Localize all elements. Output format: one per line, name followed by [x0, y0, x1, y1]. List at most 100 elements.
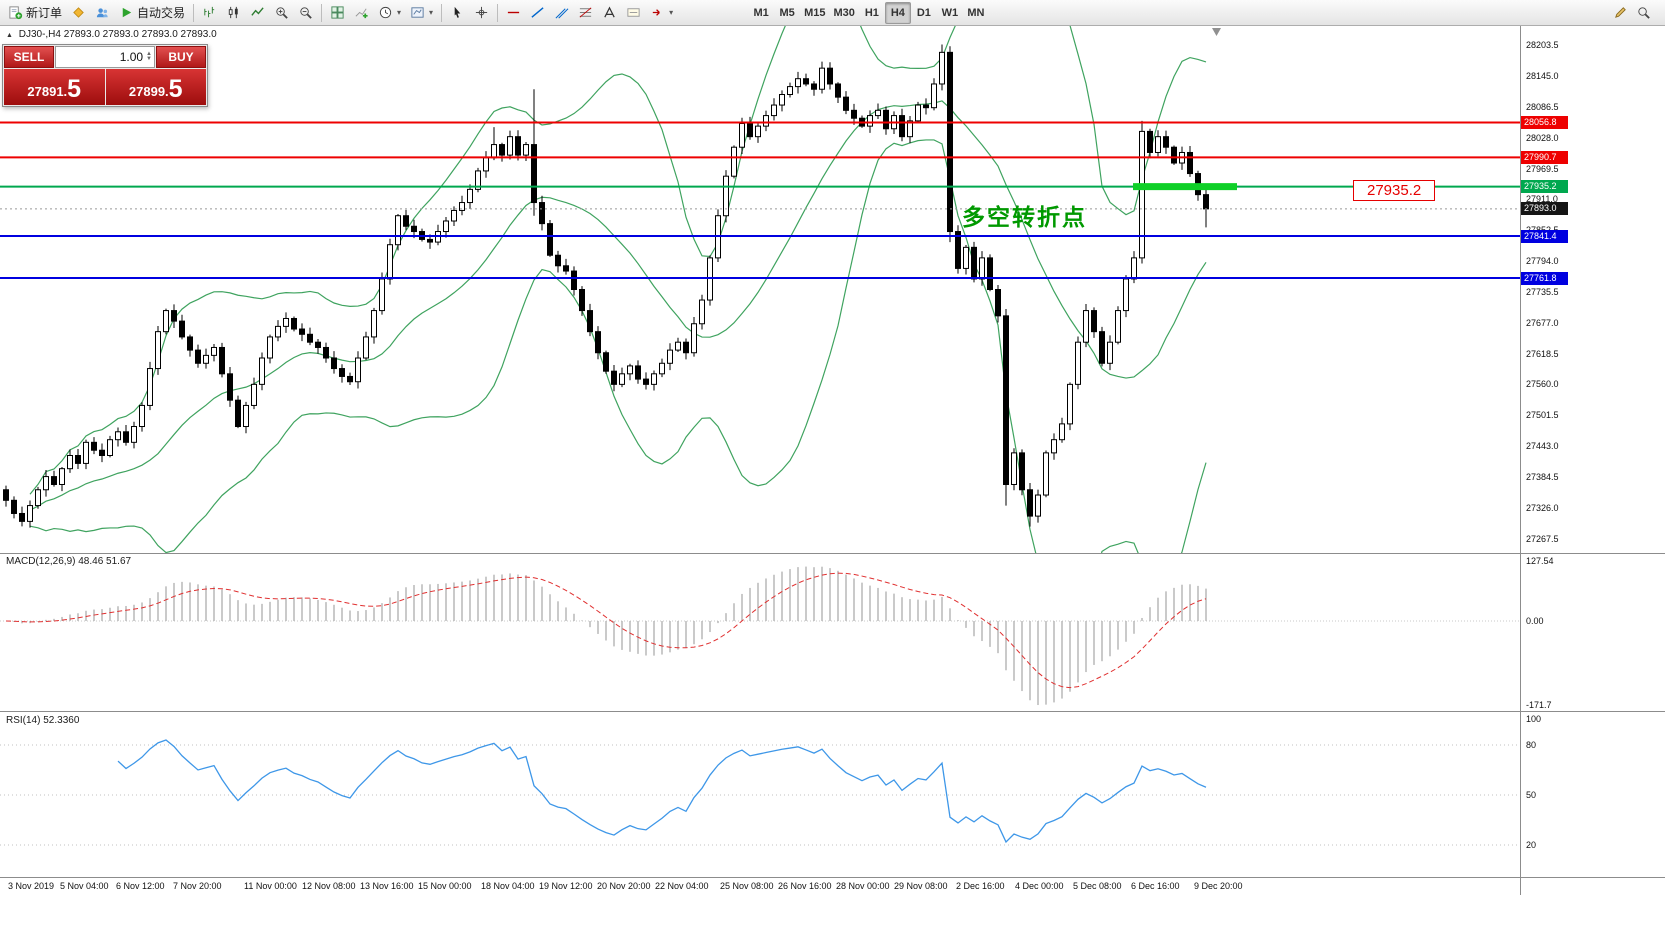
new-order-icon — [9, 6, 23, 20]
clock-icon — [379, 6, 392, 19]
symbol-info: ▲ DJ30-,H4 27893.0 27893.0 27893.0 27893… — [6, 29, 217, 40]
chart-text-annotation[interactable]: 多空转折点 — [962, 204, 1087, 230]
chevron-down-icon: ▾ — [429, 8, 434, 17]
bollinger-band-line[interactable] — [29, 139, 1207, 612]
fibonacci-tool-button[interactable] — [574, 2, 597, 24]
market-icon — [73, 7, 84, 18]
horizontal-line-tool-button[interactable] — [502, 2, 525, 24]
price-axis[interactable] — [1520, 26, 1665, 895]
sell-price-main: 27891. — [27, 84, 68, 99]
tile-windows-icon — [331, 6, 344, 19]
channel-tool-button[interactable] — [550, 2, 573, 24]
sell-button[interactable]: SELL — [4, 46, 54, 68]
template-icon — [411, 7, 424, 18]
thick-trendline-segment[interactable] — [1133, 183, 1237, 191]
toolbar-right-icons — [1609, 2, 1655, 24]
candlestick-chart-button[interactable] — [222, 2, 245, 24]
crosshair-icon — [475, 6, 488, 19]
toolbar-separator — [441, 3, 443, 22]
trendline-icon — [531, 7, 544, 18]
search-icon — [1638, 7, 1650, 19]
zoom-in-icon — [276, 7, 288, 19]
timeframe-m5[interactable]: M5 — [779, 6, 795, 19]
tile-windows-button[interactable] — [326, 2, 349, 24]
buy-price[interactable]: 27899. 5 — [105, 69, 206, 105]
text-tool-icon — [604, 6, 615, 18]
symbol-ohlc: 27893.0 27893.0 27893.0 27893.0 — [63, 29, 217, 40]
time-axis[interactable] — [0, 878, 1665, 895]
bar-chart-icon — [204, 6, 215, 18]
timeframe-m1[interactable]: M1 — [753, 6, 769, 19]
timeframe-toolbar: M1 M5 M15 M30 H1 H4 D1 W1 MN — [748, 1, 989, 24]
label-tool-button[interactable] — [622, 2, 645, 24]
autotrading-label: 自动交易 — [137, 6, 186, 20]
arrows-tool-icon — [652, 9, 660, 16]
new-order-button[interactable]: 新订单 — [4, 2, 66, 24]
trendline-tool-button[interactable] — [526, 2, 549, 24]
shapes-tool-button[interactable]: ▾ — [646, 2, 677, 24]
community-button[interactable] — [91, 2, 114, 24]
quick-search-button[interactable] — [1632, 2, 1655, 24]
sell-price[interactable]: 27891. 5 — [4, 69, 105, 105]
chevron-down-icon: ▾ — [397, 8, 402, 17]
sell-price-big-digit: 5 — [67, 75, 82, 103]
one-click-trading-panel[interactable]: SELL 1.00 ▲ ▼ BUY 27891. 5 27899. 5 — [2, 44, 208, 107]
cursor-button[interactable] — [446, 2, 469, 24]
add-indicator-button[interactable] — [350, 2, 373, 24]
timeframe-h4[interactable]: H4 — [884, 1, 911, 24]
macd-header: MACD(12,26,9) 48.46 51.67 — [6, 556, 132, 567]
chevron-down-icon: ▾ — [669, 8, 674, 17]
line-chart-button[interactable] — [246, 2, 269, 24]
symbol-title: DJ30-,H4 — [18, 29, 61, 40]
volume-stepper[interactable]: ▲ ▼ — [146, 51, 152, 62]
buy-price-main: 27899. — [128, 84, 169, 99]
rsi-line — [117, 739, 1207, 844]
main-toolbar: 新订单 自动交易 — [0, 0, 1665, 26]
timeframe-m30[interactable]: M30 — [833, 6, 855, 19]
volume-input[interactable]: 1.00 ▲ ▼ — [55, 46, 155, 68]
chart-shift-marker[interactable] — [1212, 28, 1221, 36]
volume-value[interactable]: 1.00 — [119, 50, 144, 64]
price-callout-label[interactable]: 27935.2 — [1353, 180, 1436, 201]
zoom-out-button[interactable] — [294, 2, 317, 24]
autotrading-icon — [122, 7, 132, 18]
fibonacci-icon — [579, 7, 592, 18]
timeframe-w1[interactable]: W1 — [941, 6, 959, 19]
zoom-out-icon — [300, 7, 312, 19]
text-tool-button[interactable] — [598, 2, 621, 24]
zoom-in-button[interactable] — [270, 2, 293, 24]
horizontal-line-icon — [507, 11, 520, 14]
timeframe-d1[interactable]: D1 — [916, 6, 931, 19]
timeframe-m15[interactable]: M15 — [804, 6, 826, 19]
line-chart-icon — [251, 7, 264, 16]
stepper-down-icon[interactable]: ▼ — [146, 56, 152, 62]
quick-edit-button[interactable] — [1609, 2, 1632, 24]
template-button[interactable]: ▾ — [406, 2, 437, 24]
bollinger-band-line[interactable] — [29, 0, 1207, 495]
bollinger-band-line[interactable] — [29, 100, 1207, 511]
crosshair-button[interactable] — [470, 2, 493, 24]
toolbar-separator — [193, 3, 195, 22]
buy-button[interactable]: BUY — [156, 46, 206, 68]
macd-signal-line — [5, 572, 1207, 689]
toolbar-separator — [497, 3, 499, 22]
channel-icon — [555, 8, 569, 19]
bar-chart-button[interactable] — [198, 2, 221, 24]
new-order-label: 新订单 — [26, 6, 63, 20]
timeframe-mn[interactable]: MN — [967, 6, 985, 19]
timeframe-h1[interactable]: H1 — [864, 6, 879, 19]
stepper-up-icon[interactable]: ▲ — [146, 51, 152, 57]
buy-price-big-digit: 5 — [168, 75, 183, 103]
autotrading-button[interactable]: 自动交易 — [115, 2, 189, 24]
community-icon — [96, 8, 108, 18]
periods-button[interactable]: ▾ — [374, 2, 405, 24]
label-tool-icon — [627, 8, 640, 17]
rsi-header: RSI(14) 52.3360 — [6, 715, 80, 726]
candlestick-chart-icon — [228, 6, 238, 19]
market-button[interactable] — [67, 2, 90, 24]
cursor-icon — [454, 6, 461, 18]
add-indicator-icon — [355, 8, 368, 19]
pencil-icon — [1615, 7, 1626, 18]
